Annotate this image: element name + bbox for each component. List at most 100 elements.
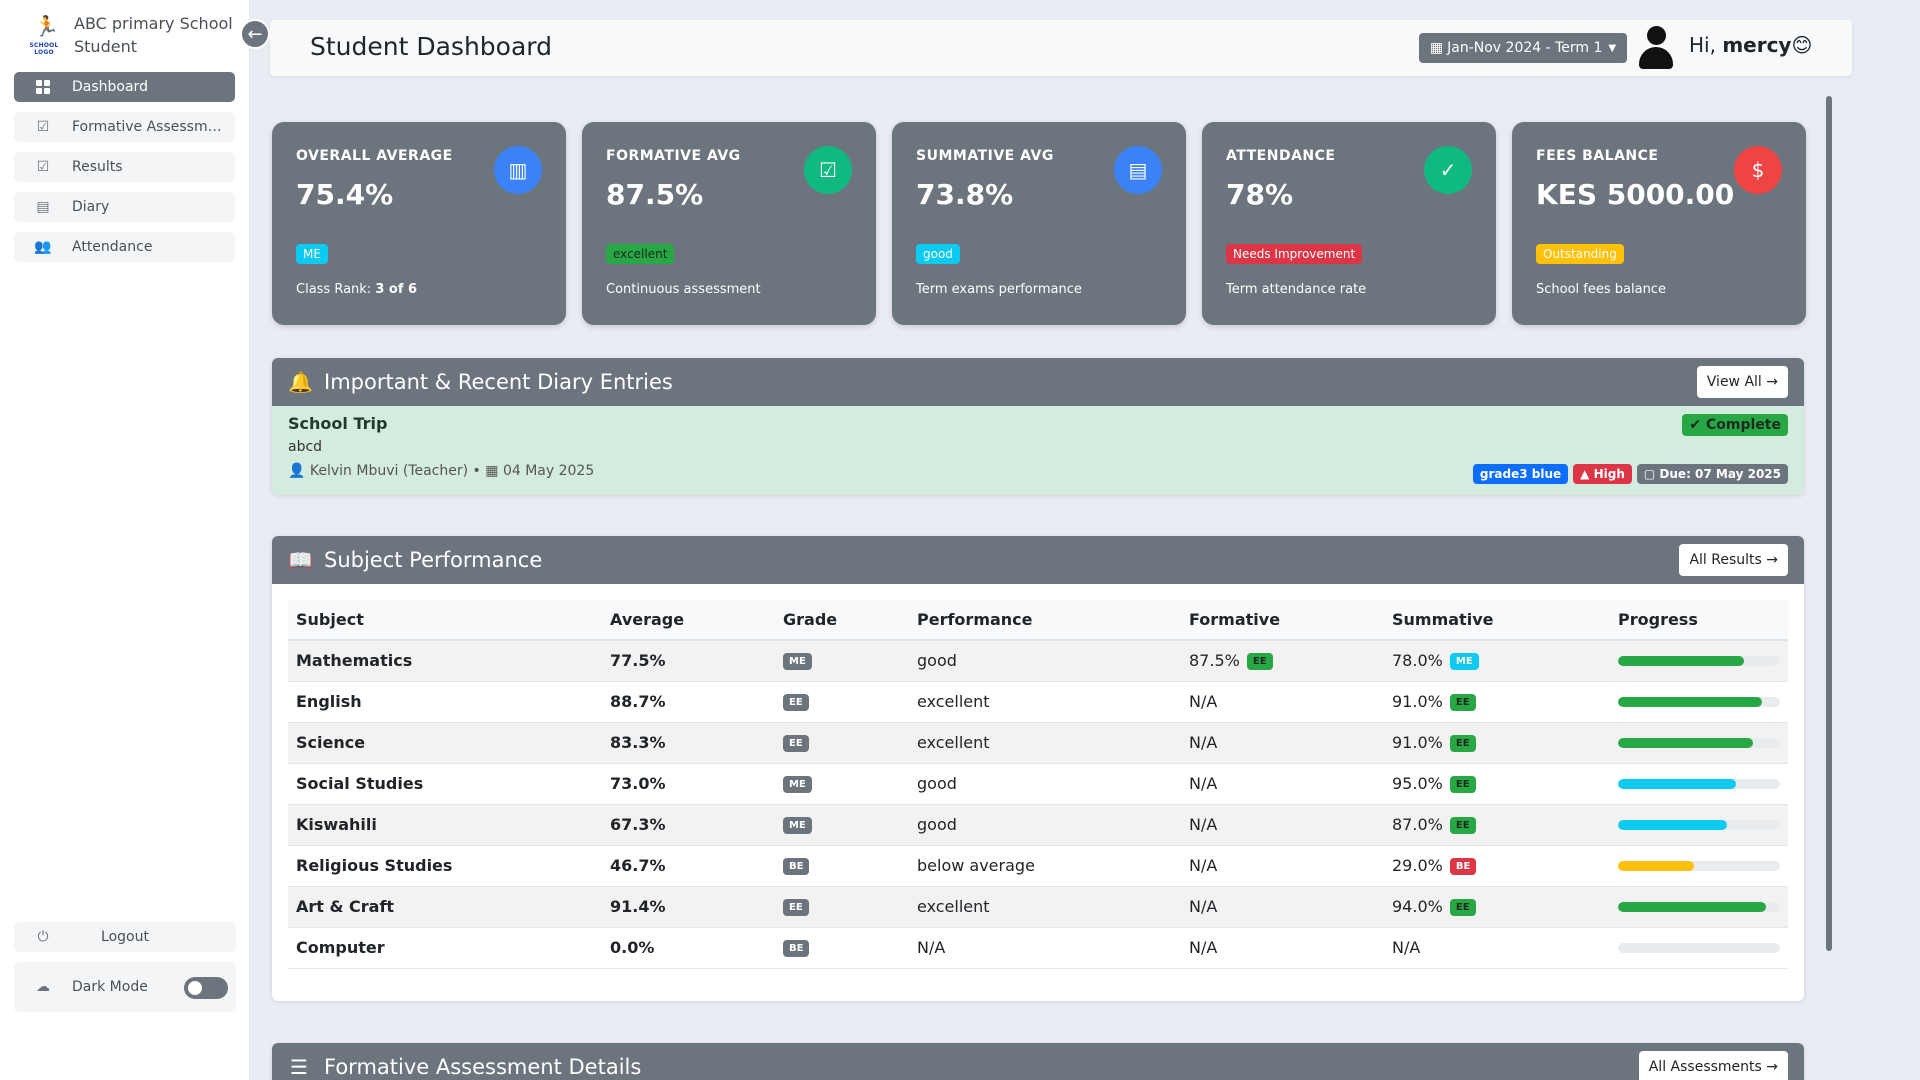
grade-cell: BE: [775, 845, 909, 887]
subject-name: Computer: [288, 927, 602, 969]
diary-entry-description: abcd: [288, 439, 323, 455]
performance-cell: excellent: [909, 886, 1181, 928]
calendar-icon: ▦: [1429, 40, 1444, 56]
formative-cell: N/A: [1181, 886, 1384, 928]
subject-average: 91.4%: [602, 886, 775, 928]
status-badge: good: [916, 244, 960, 264]
diary-entry[interactable]: School Trip abcd 👤 Kelvin Mbuvi (Teacher…: [272, 406, 1804, 495]
progress-cell: [1610, 681, 1788, 723]
formative-cell: N/A: [1181, 763, 1384, 805]
smile-emoji: 😊: [1791, 33, 1813, 57]
grade-badge: EE: [783, 899, 809, 916]
diary-entry-title: School Trip: [288, 414, 388, 433]
card-summative-avg: SUMMATIVE AVG 73.8% good Term exams perf…: [892, 122, 1186, 325]
summative-grade-badge: EE: [1449, 776, 1476, 793]
summative-cell: 95.0% EE: [1384, 763, 1610, 805]
summative-grade-badge: EE: [1449, 694, 1476, 711]
formative-details-panel: ☰ Formative Assessment Details All Asses…: [272, 1043, 1804, 1080]
money-icon: $: [1734, 146, 1782, 194]
status-badge: Needs Improvement: [1226, 244, 1363, 264]
priority-tag: ▲ High: [1573, 464, 1632, 484]
grade-cell: ME: [775, 763, 909, 805]
grade-badge: BE: [783, 940, 810, 957]
check-circle-icon: ✔: [1689, 417, 1702, 433]
summative-cell: 91.0% EE: [1384, 722, 1610, 764]
term-selector[interactable]: ▦ Jan-Nov 2024 - Term 1 ▼: [1419, 33, 1627, 63]
dark-mode-row: ☁ Dark Mode: [14, 962, 236, 1012]
subject-average: 77.5%: [602, 640, 775, 682]
performance-cell: excellent: [909, 681, 1181, 723]
checklist-icon: ☑: [36, 119, 50, 135]
performance-cell: below average: [909, 845, 1181, 887]
table-header-row: Subject Average Grade Performance Format…: [288, 600, 1788, 641]
diary-author: Kelvin Mbuvi (Teacher): [309, 463, 469, 479]
collapse-sidebar-button[interactable]: ←: [240, 19, 270, 49]
user-role: Student: [74, 37, 137, 56]
sidebar-item-formative-assessments[interactable]: ☑ Formative Assessments: [14, 112, 235, 142]
diary-date: 04 May 2025: [502, 463, 595, 479]
subject-name: English: [288, 681, 602, 723]
summative-cell: 29.0% BE: [1384, 845, 1610, 887]
sidebar-item-results[interactable]: ☑ Results: [14, 152, 235, 182]
progress-cell: [1610, 886, 1788, 928]
formative-cell: 87.5% EE: [1181, 640, 1384, 682]
summative-grade-badge: EE: [1449, 735, 1476, 752]
subject-table: Subject Average Grade Performance Format…: [288, 600, 1788, 969]
performance-cell: good: [909, 763, 1181, 805]
checklist-icon: ☑: [36, 159, 50, 175]
sidebar-item-attendance[interactable]: 👥 Attendance: [14, 232, 235, 262]
all-assessments-button[interactable]: All Assessments →: [1638, 1051, 1788, 1080]
avatar[interactable]: [1637, 26, 1675, 70]
greeting: Hi, mercy😊: [1689, 33, 1813, 57]
book-icon: 📖: [288, 548, 313, 572]
subject-name: Science: [288, 722, 602, 764]
subject-name: Religious Studies: [288, 845, 602, 887]
subject-average: 83.3%: [602, 722, 775, 764]
grade-cell: ME: [775, 640, 909, 682]
grade-cell: EE: [775, 886, 909, 928]
notebook-icon: ▤: [36, 199, 50, 215]
formative-cell: N/A: [1181, 804, 1384, 846]
grade-badge: EE: [783, 735, 809, 752]
view-all-diary-button[interactable]: View All →: [1696, 366, 1788, 398]
sidebar-item-diary[interactable]: ▤ Diary: [14, 192, 235, 222]
progress-fill: [1618, 901, 1767, 912]
diary-panel-title: Important & Recent Diary Entries: [324, 370, 673, 394]
summative-cell: 91.0% EE: [1384, 681, 1610, 723]
performance-cell: good: [909, 640, 1181, 682]
table-row: Art & Craft 91.4% EE excellent N/A 94.0% EE: [288, 886, 1788, 928]
grid-icon: [34, 80, 52, 94]
status-badge: ME: [296, 244, 328, 264]
performance-cell: excellent: [909, 722, 1181, 764]
table-row: Computer 0.0% BE N/A N/A N/A: [288, 927, 1788, 969]
progress-cell: [1610, 763, 1788, 805]
journal-icon: ▤: [1114, 146, 1162, 194]
school-logo: 🏃 SCHOOL LOGO: [29, 14, 59, 56]
brand[interactable]: 🏃 SCHOOL LOGO ABC primary School Student: [0, 0, 249, 64]
person-icon: 👤: [288, 463, 306, 479]
calendar-check-icon: ✓: [1424, 146, 1472, 194]
formative-grade-badge: EE: [1246, 653, 1273, 671]
logout-button[interactable]: ⏻ Logout: [14, 922, 236, 952]
progress-bar: [1618, 696, 1780, 707]
table-row: Social Studies 73.0% ME good N/A 95.0% EE: [288, 763, 1788, 805]
summative-cell: N/A: [1384, 927, 1610, 969]
card-fees-balance: FEES BALANCE KES 5000.00 Outstanding Sch…: [1512, 122, 1806, 325]
calendar-icon: ▢: [1643, 467, 1656, 481]
all-results-button[interactable]: All Results →: [1679, 544, 1788, 576]
grade-cell: BE: [775, 927, 909, 969]
user-list-icon: 👥: [34, 239, 52, 255]
arrow-left-icon: ←: [247, 23, 263, 45]
progress-fill: [1618, 778, 1737, 789]
progress-cell: [1610, 927, 1788, 969]
top-header: Student Dashboard ▦ Jan-Nov 2024 - Term …: [270, 20, 1852, 76]
calendar-icon: ▦: [485, 463, 499, 479]
formative-cell: N/A: [1181, 927, 1384, 969]
formative-cell: N/A: [1181, 845, 1384, 887]
dark-mode-toggle[interactable]: [184, 977, 228, 999]
sidebar-item-dashboard[interactable]: Dashboard: [14, 72, 235, 102]
subject-name: Kiswahili: [288, 804, 602, 846]
school-name: ABC primary School: [74, 14, 233, 33]
due-date-tag: ▢ Due: 07 May 2025: [1636, 464, 1788, 484]
page-scrollbar[interactable]: [1826, 96, 1832, 951]
